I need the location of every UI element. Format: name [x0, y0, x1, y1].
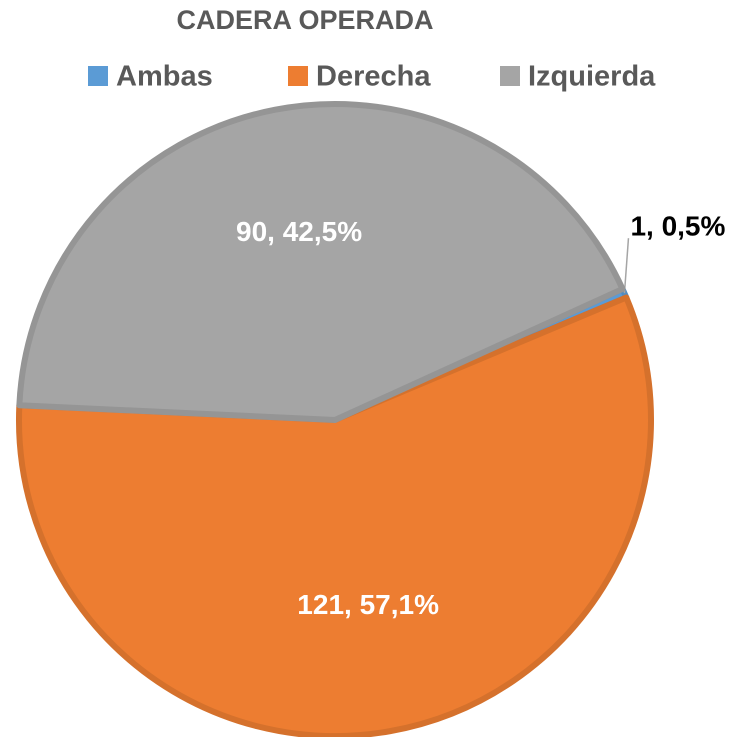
chart-title: CADERA OPERADA: [176, 5, 433, 35]
data-label: 121, 57,1%: [297, 589, 439, 620]
data-label: 1, 0,5%: [630, 211, 725, 242]
data-label: 90, 42,5%: [236, 216, 362, 247]
leader-line: [623, 238, 630, 294]
legend-label: Izquierda: [528, 61, 656, 93]
legend-swatch: [288, 66, 308, 86]
legend-label: Ambas: [116, 61, 213, 93]
pie-slice: [16, 101, 626, 423]
legend-swatch: [88, 66, 108, 86]
legend-swatch: [500, 66, 520, 86]
pie-slice: [16, 294, 654, 737]
legend-label: Derecha: [316, 61, 431, 93]
